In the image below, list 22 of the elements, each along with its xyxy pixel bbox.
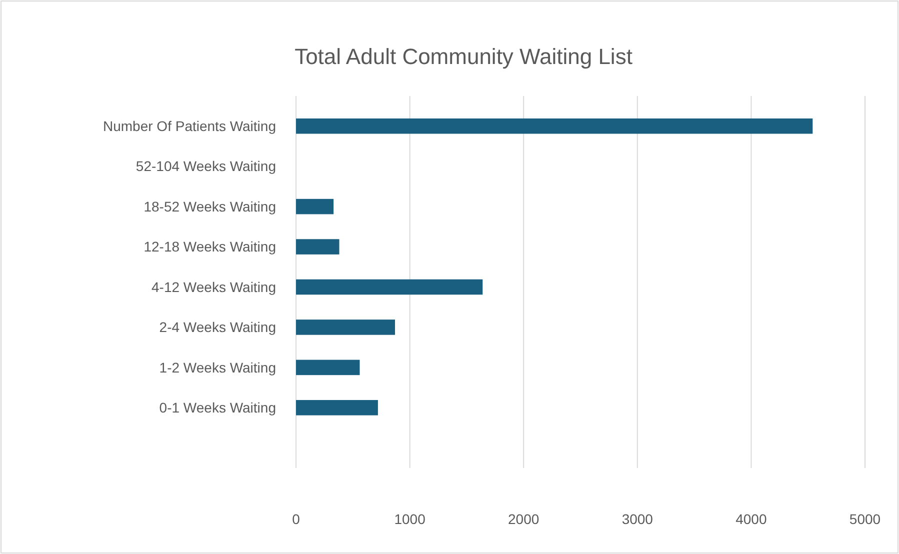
bar	[296, 320, 396, 335]
x-tick-label: 5000	[849, 511, 881, 527]
x-tick-label: 3000	[622, 511, 654, 527]
bar	[296, 198, 334, 214]
x-tick-label: 0	[292, 511, 300, 527]
bar	[296, 279, 483, 295]
bar	[296, 360, 360, 376]
x-tick-label: 4000	[736, 511, 767, 527]
y-tick-label: 1-2 Weeks Waiting	[159, 359, 276, 376]
y-tick-label: 52-104 Weeks Waiting	[136, 158, 276, 174]
bar	[296, 400, 378, 416]
bar	[296, 239, 340, 254]
y-tick-label: 12-18 Weeks Waiting	[144, 238, 276, 255]
y-tick-label: 2-4 Weeks Waiting	[159, 319, 276, 336]
x-tick-label: 1000	[394, 511, 426, 527]
chart-title: Total Adult Community Waiting List	[294, 44, 632, 69]
y-tick-label: 4-12 Weeks Waiting	[152, 278, 276, 295]
y-tick-label: Number Of Patients Waiting	[103, 118, 276, 134]
x-tick-label: 2000	[508, 511, 540, 527]
y-tick-label: 18-52 Weeks Waiting	[144, 198, 276, 214]
bar	[296, 118, 813, 134]
y-tick-label: 0-1 Weeks Waiting	[159, 400, 276, 416]
